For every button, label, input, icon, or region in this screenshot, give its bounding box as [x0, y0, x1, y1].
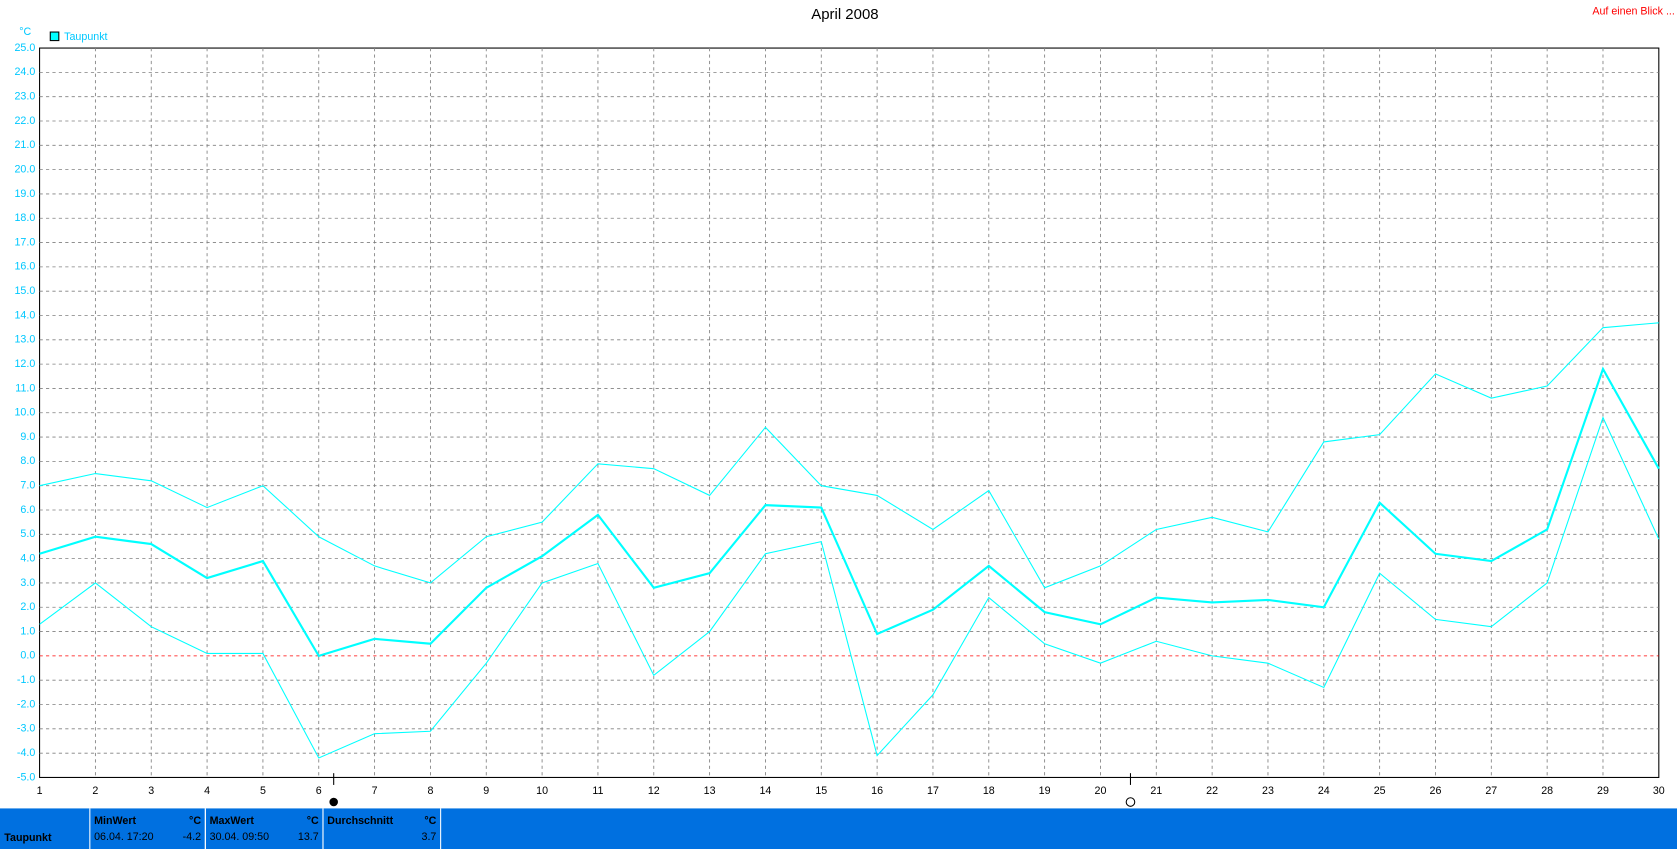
footer-value: -4.2	[183, 831, 201, 843]
x-tick-label: 7	[372, 785, 378, 797]
y-tick-label: 4.0	[20, 552, 35, 564]
series-line-max	[39, 322, 1659, 589]
moon-full	[1125, 797, 1136, 807]
y-tick-label: 11.0	[15, 382, 35, 394]
x-tick-label: 29	[1597, 785, 1609, 797]
x-tick-label: 10	[536, 785, 548, 797]
x-tick-label: 28	[1541, 785, 1553, 797]
y-tick-label: 23.0	[14, 91, 35, 103]
footer-time: 30.04. 09:50	[210, 831, 269, 843]
y-tick-label: -1.0	[17, 674, 35, 686]
y-tick-label: -5.0	[17, 771, 35, 783]
footer-row-label: Taupunkt	[4, 832, 52, 844]
y-tick-label: -4.0	[17, 747, 35, 759]
x-tick-label: 6	[316, 785, 322, 797]
x-tick-label: 18	[983, 785, 995, 797]
y-tick-label: 14.0	[14, 309, 35, 321]
y-tick-label: 21.0	[14, 139, 35, 151]
y-tick-label: 2.0	[20, 601, 35, 613]
y-tick-label: 20.0	[14, 163, 35, 175]
y-tick-label: 19.0	[14, 188, 35, 200]
x-tick-label: 26	[1430, 785, 1442, 797]
x-tick-label: 30	[1653, 785, 1665, 797]
series-line-min	[39, 416, 1660, 759]
y-tick-label: 18.0	[14, 212, 35, 224]
x-tick-label: 15	[815, 785, 827, 797]
footer-title: Durchschnitt	[327, 815, 393, 827]
legend-swatch	[49, 31, 60, 42]
footer-value: 3.7	[422, 831, 437, 843]
y-tick-label: 15.0	[14, 285, 35, 297]
series-line-values	[39, 366, 1660, 658]
y-tick-label: 24.0	[14, 66, 35, 78]
x-tick-label: 16	[871, 785, 883, 797]
y-tick-label: 16.0	[14, 261, 35, 273]
footer-unit: °C	[424, 815, 436, 827]
footer-time: 06.04. 17:20	[94, 831, 153, 843]
x-tick-label: 11	[592, 785, 603, 797]
x-tick-label: 9	[483, 785, 489, 797]
y-tick-label: 13.0	[14, 334, 35, 346]
y-tick-label: 9.0	[20, 431, 35, 443]
y-tick-label: 1.0	[20, 625, 35, 637]
x-tick-label: 23	[1262, 785, 1274, 797]
moon-new	[329, 797, 338, 807]
footer-value: 13.7	[298, 831, 319, 843]
x-tick-label: 5	[260, 785, 266, 797]
x-tick-label: 17	[927, 785, 939, 797]
y-tick-label: 22.0	[14, 115, 35, 127]
y-tick-label: -2.0	[17, 698, 35, 710]
y-tick-label: 6.0	[20, 504, 35, 516]
y-tick-label: 25.0	[14, 42, 35, 54]
x-tick-label: 13	[704, 785, 716, 797]
legend-label: Taupunkt	[64, 31, 107, 43]
y-tick-label: 5.0	[20, 528, 35, 540]
x-tick-label: 25	[1374, 785, 1386, 797]
footer-title: MaxWert	[210, 815, 255, 827]
x-tick-label: 12	[648, 785, 660, 797]
footer-unit: °C	[307, 815, 319, 827]
x-tick-label: 27	[1485, 785, 1497, 797]
y-tick-label: 7.0	[20, 480, 35, 492]
x-tick-label: 20	[1095, 785, 1107, 797]
x-tick-label: 14	[759, 785, 771, 797]
y-tick-label: 0.0	[20, 650, 35, 662]
x-tick-label: 2	[92, 785, 98, 797]
y-unit: °C	[19, 26, 31, 38]
y-tick-label: 10.0	[14, 407, 35, 419]
y-tick-label: 12.0	[14, 358, 35, 370]
x-tick-label: 4	[204, 785, 210, 797]
x-tick-label: 24	[1318, 785, 1330, 797]
x-tick-label: 19	[1039, 785, 1051, 797]
x-tick-label: 22	[1206, 785, 1218, 797]
y-tick-label: 8.0	[20, 455, 35, 467]
footer-title: MinWert	[94, 815, 136, 827]
x-tick-label: 1	[37, 785, 43, 797]
overview-link[interactable]: Auf einen Blick ...	[1592, 6, 1675, 18]
x-tick-label: 3	[148, 785, 154, 797]
footer-bar	[0, 808, 1677, 849]
x-tick-label: 21	[1150, 785, 1162, 797]
chart-title: April 2008	[811, 6, 878, 23]
y-tick-label: 17.0	[14, 236, 35, 248]
y-tick-label: -3.0	[17, 723, 35, 735]
footer-unit: °C	[189, 815, 201, 827]
x-tick-label: 8	[427, 785, 433, 797]
y-tick-label: 3.0	[20, 577, 35, 589]
